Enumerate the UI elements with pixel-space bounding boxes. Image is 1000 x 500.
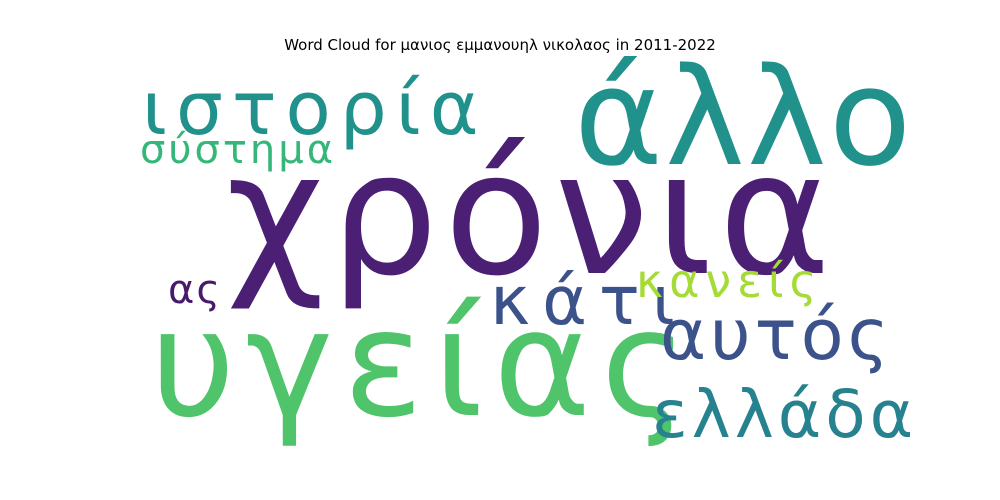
word-xronia: χρόνια — [226, 116, 837, 314]
chart-title: Word Cloud for μανιος εμμανουηλ νικολαος… — [284, 36, 716, 54]
word-kati: κάτι — [490, 262, 687, 341]
word-ygeias: υγείας — [150, 278, 698, 450]
word-as: ας — [168, 267, 222, 313]
word-kaneis: κανείς — [636, 254, 823, 308]
word-istoria: ιστορία — [142, 66, 488, 152]
word-aftos: αυτός — [660, 294, 893, 376]
word-systima: σύστημα — [140, 127, 337, 173]
word-ellada: ελλάδα — [652, 376, 918, 453]
word-allo: άλλο — [574, 39, 914, 196]
